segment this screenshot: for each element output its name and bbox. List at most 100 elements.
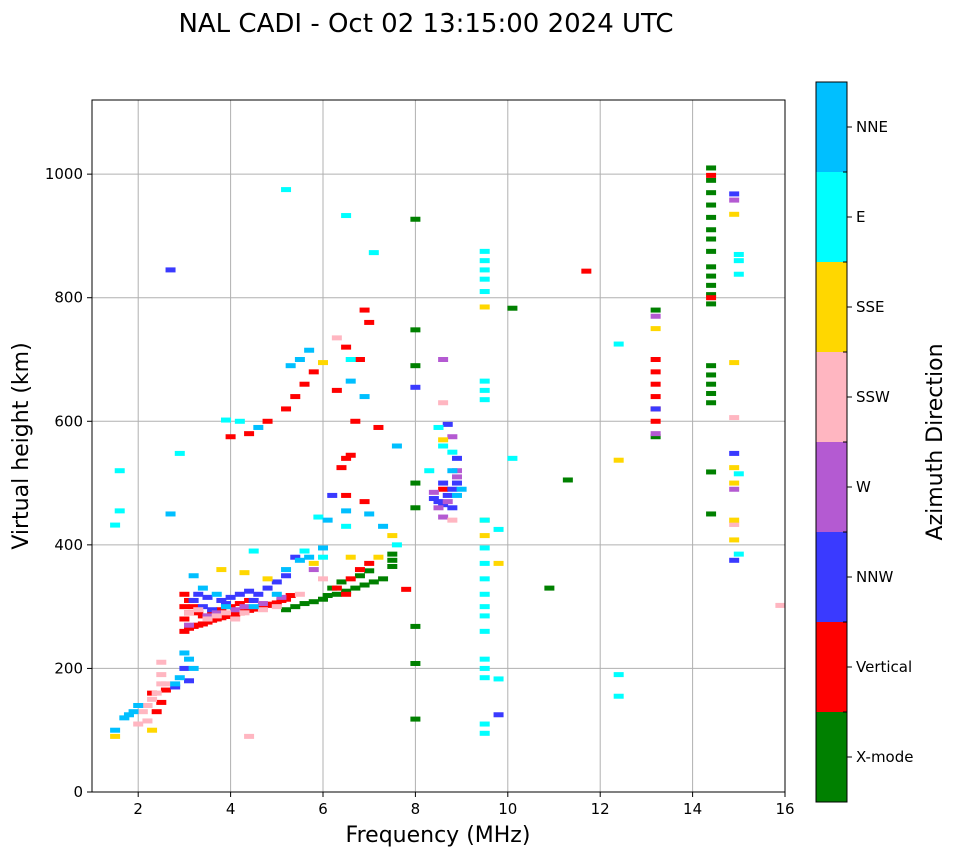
- echo-point: [479, 591, 490, 597]
- colorbar-tick-label: E: [856, 208, 865, 226]
- echo-point: [299, 601, 310, 607]
- echo-point: [123, 712, 134, 718]
- echo-point: [156, 699, 167, 705]
- echo-point: [493, 560, 504, 566]
- echo-point: [410, 505, 421, 511]
- echo-point: [345, 357, 356, 362]
- echo-point: [733, 271, 744, 277]
- echo-point: [729, 360, 740, 366]
- echo-point: [281, 567, 292, 573]
- echo-point: [341, 523, 352, 529]
- series-sse: [110, 211, 740, 739]
- echo-point: [244, 733, 255, 739]
- echo-point: [253, 424, 264, 430]
- echo-point: [447, 449, 458, 455]
- echo-point: [650, 394, 661, 400]
- x-axis: 2 4 6 8 10 12 14 16: [133, 792, 795, 818]
- echo-point: [493, 676, 504, 682]
- echo-point: [290, 554, 301, 560]
- echo-point: [479, 276, 490, 282]
- echo-point: [350, 585, 361, 591]
- echo-point: [447, 505, 458, 511]
- echo-point: [257, 601, 268, 607]
- echo-point: [706, 190, 717, 196]
- y-axis: 0 200 400 600 800 1000: [45, 165, 92, 801]
- echo-point: [428, 496, 439, 502]
- echo-point: [230, 616, 241, 622]
- echo-point: [350, 418, 361, 424]
- echo-point: [133, 721, 144, 727]
- echo-point: [239, 604, 250, 610]
- echo-point: [706, 177, 717, 183]
- echo-point: [387, 557, 398, 563]
- echo-point: [364, 511, 375, 517]
- echo-point: [544, 585, 555, 591]
- echo-point: [202, 616, 213, 622]
- echo-point: [197, 585, 208, 591]
- echo-point: [442, 421, 453, 427]
- echo-point: [341, 508, 352, 514]
- echo-point: [354, 567, 365, 573]
- echo-point: [262, 585, 273, 591]
- echo-point: [257, 607, 268, 613]
- echo-point: [451, 492, 462, 498]
- echo-point: [650, 357, 661, 362]
- echo-point: [706, 295, 717, 301]
- echo-point: [271, 591, 282, 597]
- echo-point: [207, 607, 218, 613]
- colorbar-segment: [816, 352, 847, 442]
- echo-point: [373, 554, 384, 560]
- echo-point: [650, 434, 661, 440]
- echo-point: [706, 227, 717, 233]
- echo-point: [359, 499, 370, 505]
- x-tick-label: 8: [411, 800, 421, 818]
- colorbar-segment: [816, 172, 847, 262]
- echo-point: [456, 486, 467, 492]
- echo-point: [733, 471, 744, 477]
- echo-point: [234, 418, 245, 424]
- echo-point: [479, 613, 490, 619]
- echo-point: [613, 693, 624, 699]
- echo-point: [479, 675, 490, 681]
- echo-point: [650, 313, 661, 319]
- echo-point: [729, 486, 740, 492]
- echo-point: [354, 357, 365, 362]
- echo-point: [387, 533, 398, 539]
- echo-point: [438, 357, 449, 362]
- echo-point: [318, 545, 328, 551]
- echo-point: [507, 305, 518, 311]
- echo-point: [706, 511, 717, 517]
- echo-point: [225, 434, 236, 440]
- echo-point: [345, 554, 356, 560]
- echo-point: [442, 499, 453, 505]
- colorbar-tick-label: Vertical: [856, 658, 912, 676]
- colorbar-tick-label: NNE: [856, 118, 888, 136]
- echo-point: [479, 656, 490, 662]
- echo-point: [179, 616, 190, 622]
- echo-point: [142, 718, 153, 724]
- echo-point: [438, 502, 449, 508]
- echo-point: [318, 554, 328, 560]
- echo-point: [160, 681, 171, 687]
- echo-point: [401, 586, 412, 592]
- echo-point: [341, 455, 352, 461]
- echo-point: [410, 363, 421, 369]
- colorbar-segment: [816, 82, 847, 172]
- echo-point: [308, 599, 319, 605]
- echo-point: [507, 455, 518, 461]
- echo-point: [479, 387, 490, 393]
- colorbar-segment: [816, 712, 847, 802]
- plot-area: [110, 165, 786, 739]
- echo-point: [729, 480, 740, 486]
- echo-point: [119, 715, 130, 721]
- echo-point: [433, 499, 444, 505]
- echo-point: [433, 424, 444, 430]
- echo-point: [479, 628, 490, 634]
- echo-point: [156, 659, 167, 665]
- echo-point: [479, 397, 490, 403]
- echo-point: [341, 591, 352, 597]
- echo-point: [184, 622, 195, 628]
- plot-frame: [91, 99, 786, 793]
- echo-point: [706, 236, 717, 242]
